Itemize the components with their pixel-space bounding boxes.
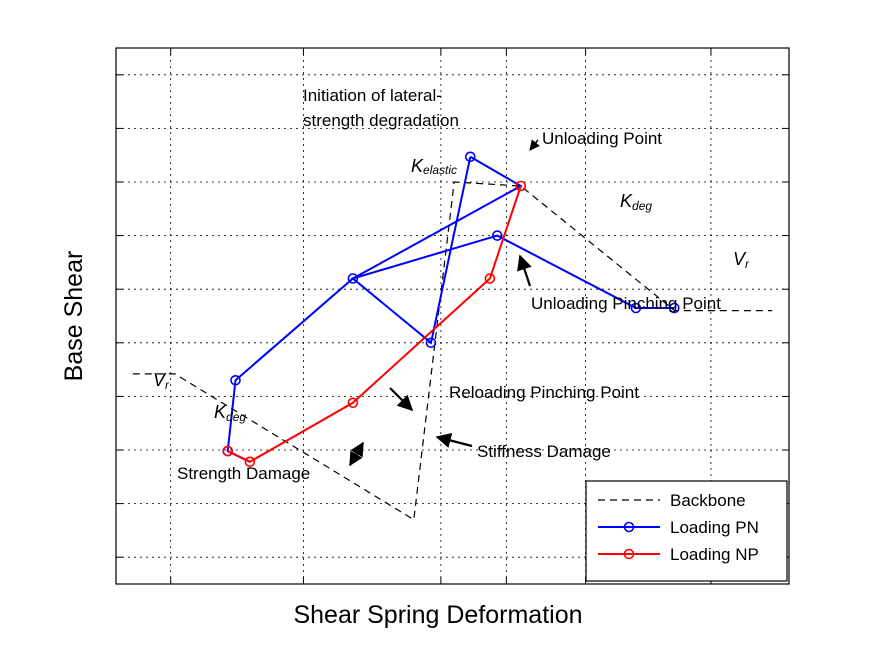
arrow-unloading-pinching bbox=[517, 254, 532, 287]
loading-pn-point-3 bbox=[491, 230, 503, 241]
annotation-initiation-line2: strength degradation bbox=[303, 111, 459, 130]
loading-np-point-0 bbox=[515, 180, 527, 192]
legend-label-loading-pn: Loading PN bbox=[670, 518, 759, 537]
ticks bbox=[116, 48, 789, 584]
series-loading-pn-markers bbox=[222, 151, 680, 457]
legend-marker-loading-pn bbox=[623, 521, 635, 533]
annotation-reloading-pinching-point: Reloading Pinching Point bbox=[449, 383, 639, 402]
grid bbox=[116, 48, 789, 584]
loading-pn-point-5 bbox=[668, 302, 680, 314]
annotation-k-elastic: Kelastic bbox=[411, 156, 457, 177]
loading-pn-point-2 bbox=[347, 273, 359, 284]
annotation-strength-damage: Strength Damage bbox=[177, 464, 310, 483]
legend-label-backbone: Backbone bbox=[670, 491, 746, 510]
series-loading-np-markers bbox=[222, 180, 527, 468]
legend-marker-loading-np bbox=[623, 548, 635, 560]
loading-pn-point-0 bbox=[464, 151, 476, 163]
arrow-strength-down bbox=[349, 442, 364, 467]
legend-box bbox=[585, 480, 788, 582]
plot-frame bbox=[115, 47, 790, 585]
loading-pn-point-4 bbox=[630, 302, 642, 314]
annotation-vr-lower: Vr bbox=[153, 370, 170, 392]
annotation-vr-upper: Vr bbox=[733, 249, 750, 271]
annotation-initiation-line1: Initiation of lateral- bbox=[303, 86, 442, 105]
annotation-unloading-pinching-point: Unloading Pinching Point bbox=[531, 294, 721, 313]
annotation-k-deg-upper: Kdeg bbox=[620, 191, 652, 213]
loading-pn-point-1 bbox=[425, 337, 437, 349]
legend: Backbone Loading PN Loading NP bbox=[585, 480, 788, 582]
series-backbone bbox=[132, 181, 773, 521]
loading-np-point-3 bbox=[244, 456, 256, 468]
x-axis-label: Shear Spring Deformation bbox=[293, 601, 582, 629]
annotation-k-deg-lower: Kdeg bbox=[214, 402, 246, 424]
arrow-reloading bbox=[389, 387, 414, 412]
annotation-stiffness-damage: Stiffness Damage bbox=[477, 442, 611, 461]
loading-np-point-1 bbox=[484, 273, 496, 284]
loading-pn-point-6 bbox=[230, 374, 241, 386]
series-loading-pn-main bbox=[350, 156, 675, 345]
loading-np-point-2 bbox=[347, 397, 359, 409]
legend-label-loading-np: Loading NP bbox=[670, 545, 759, 564]
series-loading-np bbox=[227, 185, 522, 463]
arrow-unloading-point bbox=[529, 139, 541, 151]
y-axis-label: Base Shear bbox=[60, 251, 88, 382]
loading-np-point-4 bbox=[222, 445, 233, 457]
arrow-stiffness bbox=[435, 432, 473, 448]
annotation-unloading-point: Unloading Point bbox=[542, 129, 662, 148]
